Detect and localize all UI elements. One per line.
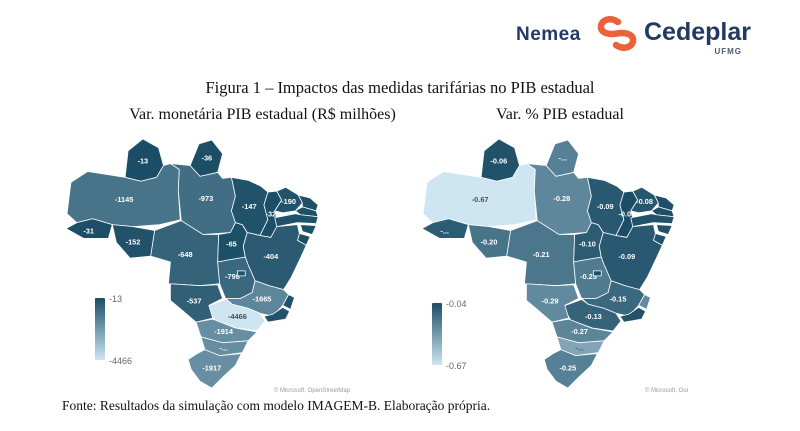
state-value-label-pr: -0.27	[571, 327, 588, 336]
state-value-label-sp: -0.13	[585, 312, 602, 321]
state-ms	[526, 283, 579, 323]
map-left-choropleth: -13 -36 -1145 -973 -31 -152 -648 -65 -147 -32 -190…	[65, 138, 319, 389]
state-value-label-ro: -0.20	[481, 237, 498, 246]
map-right-choropleth: -0.06 -... -0.67 -0.28 -... -0.20 -0.21 -0.10 -0…	[421, 138, 675, 389]
right-map-attribution: © Microsoft, Ooi	[644, 388, 688, 394]
state-value-label-pi: -0.04	[618, 210, 636, 219]
state-value-label-ac: -31	[83, 226, 94, 235]
state-ms	[170, 283, 223, 323]
state-value-label-rs: -1917	[202, 363, 221, 372]
state-value-label-to: -65	[226, 239, 237, 248]
right-map-title: Var. % PIB estadual	[496, 106, 624, 123]
state-value-label-mt: -648	[178, 250, 193, 259]
left-map-attribution: © Microsoft, OpenStreetMap	[273, 388, 350, 394]
state-value-label-ba: -404	[263, 252, 279, 261]
state-value-label-sc: -...	[219, 344, 228, 353]
state-rj	[263, 306, 290, 323]
cedeplar-logo-icon	[596, 16, 638, 52]
state-value-label-am: -1145	[115, 195, 133, 204]
state-value-label-rs: -0.25	[559, 363, 576, 372]
state-value-label-ms: -537	[187, 296, 202, 305]
state-value-label-sp: -4466	[228, 312, 247, 321]
right-legend-max-label: -0.04	[446, 299, 467, 309]
right-legend: -0.04 -0.67	[432, 299, 467, 371]
right-legend-min-label: -0.67	[446, 361, 467, 371]
state-value-label-ba: -0.09	[618, 252, 635, 261]
state-rj	[619, 306, 646, 323]
cedeplar-ufmg-label: UFMG	[714, 47, 742, 56]
state-value-label-pa: -0.28	[553, 194, 570, 203]
state-al	[656, 224, 673, 235]
state-value-label-rr: -0.06	[490, 157, 507, 166]
state-df	[236, 270, 246, 277]
right-legend-gradient-bar	[432, 303, 442, 365]
state-es	[282, 294, 295, 310]
state-value-label-ma: -0.09	[597, 202, 614, 211]
figure-source-note: Fonte: Resultados da simulação com model…	[62, 398, 491, 413]
state-value-label-ms: -0.29	[542, 296, 559, 305]
left-legend-min-label: -4466	[109, 356, 133, 366]
state-df	[592, 270, 602, 277]
left-legend-gradient-bar	[95, 298, 105, 360]
state-value-label-pi: -32	[266, 210, 277, 219]
state-value-label-rr: -13	[138, 157, 149, 166]
figure-title: Figura 1 – Impactos das medidas tarifári…	[205, 78, 595, 97]
state-value-label-mt: -0.21	[533, 250, 550, 259]
state-al	[300, 224, 317, 235]
state-es	[638, 294, 651, 310]
state-value-label-pa: -973	[198, 194, 213, 203]
state-value-label-ce: -0.08	[636, 197, 653, 206]
state-value-label-ro: -152	[126, 237, 141, 246]
left-legend: -13 -4466	[95, 294, 132, 366]
left-map-title: Var. monetária PIB estadual (R$ milhões)	[129, 106, 396, 123]
state-value-label-sc: -...	[575, 344, 584, 353]
state-value-label-ma: -147	[242, 202, 257, 211]
state-value-label-mg: -0.15	[610, 294, 627, 303]
cedeplar-wordmark: Cedeplar	[644, 18, 751, 46]
state-value-label-ap: -36	[202, 154, 213, 163]
state-value-label-go: -798	[225, 272, 240, 281]
state-value-label-ap: -...	[559, 154, 568, 163]
state-value-label-go: -0.23	[580, 272, 597, 281]
state-value-label-ac: -...	[440, 226, 449, 235]
state-rs	[543, 349, 598, 389]
state-value-label-to: -0.10	[579, 239, 596, 248]
state-rs	[187, 349, 242, 389]
state-value-label-ce: -190	[281, 197, 296, 206]
state-value-label-pr: -1914	[214, 327, 234, 336]
left-legend-max-label: -13	[109, 294, 123, 304]
nemea-wordmark: Nemea	[516, 24, 581, 45]
state-value-label-am: -0.67	[472, 195, 489, 204]
state-value-label-mg: -1665	[253, 294, 272, 303]
